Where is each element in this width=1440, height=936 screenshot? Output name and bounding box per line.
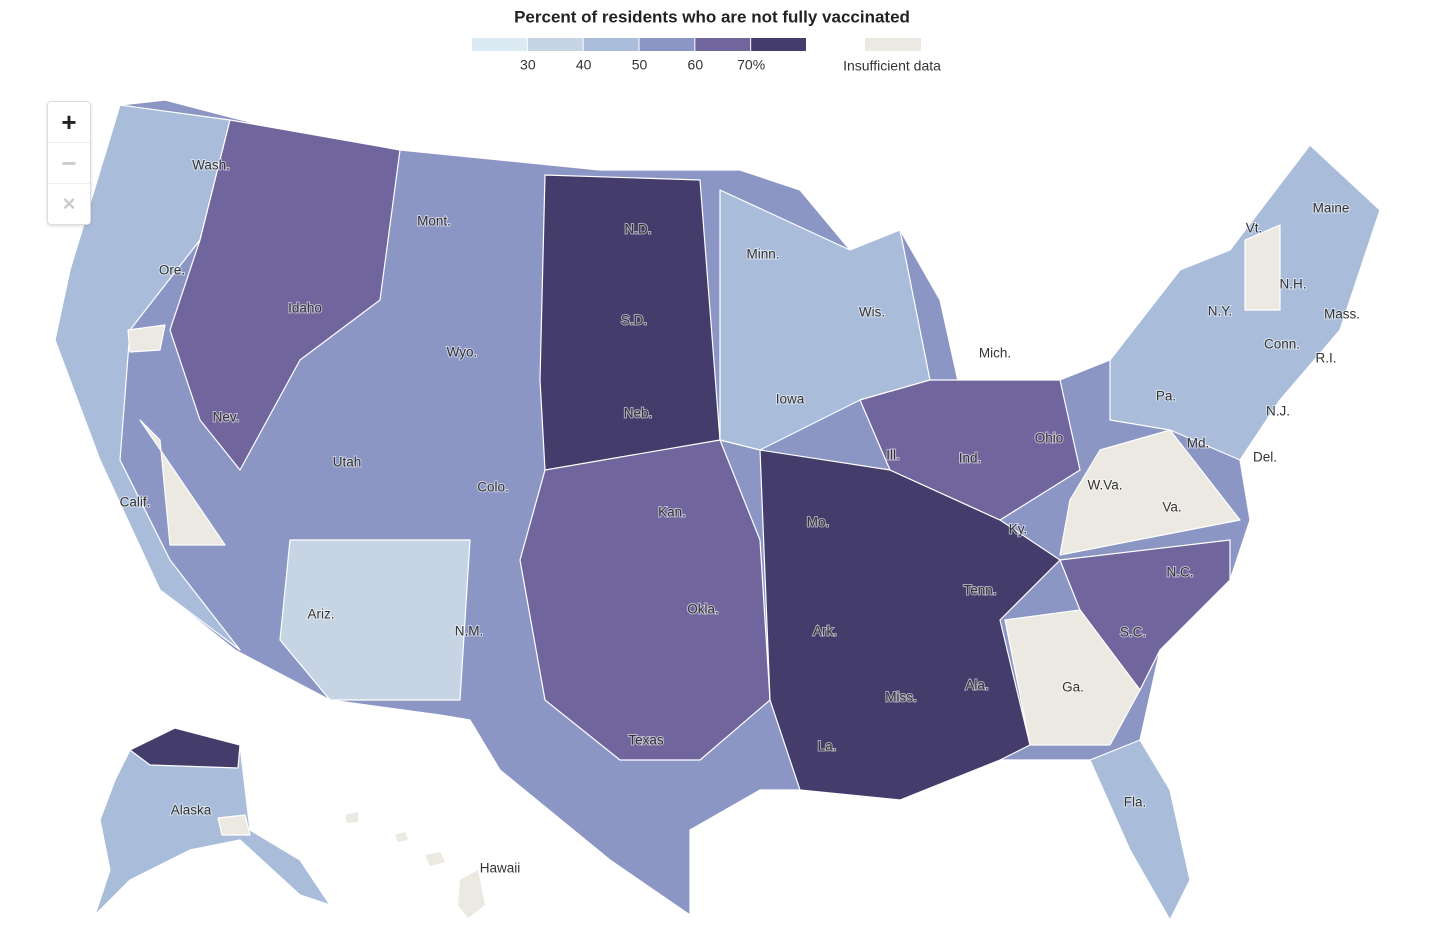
legend-swatch <box>472 38 527 51</box>
legend-swatch <box>527 38 583 51</box>
legend-swatch <box>639 38 695 51</box>
hawaii-island <box>395 832 408 842</box>
state-label: Ore. <box>159 263 185 278</box>
state-label: Minn. <box>746 247 779 262</box>
legend-tick-label: 50 <box>632 57 648 73</box>
state-label: Colo. <box>477 480 509 495</box>
florida <box>1089 739 1191 921</box>
va-wva <box>1059 429 1241 556</box>
state-label: Va. <box>1162 500 1181 515</box>
state-label: N.Y. <box>1208 304 1233 319</box>
state-label: Maine <box>1313 201 1350 216</box>
state-label: Kan. <box>658 505 686 520</box>
state-label: Wyo. <box>447 345 478 360</box>
alaska-north <box>129 727 241 769</box>
legend-tick-label: 70% <box>737 57 765 73</box>
state-label: Pa. <box>1156 389 1176 404</box>
alaska-shape <box>94 727 331 916</box>
central <box>519 439 771 761</box>
mainland <box>54 99 1381 921</box>
alaska <box>94 727 331 916</box>
state-label: W.Va. <box>1087 478 1122 493</box>
legend-tick-label: 40 <box>576 57 592 73</box>
state-label: N.J. <box>1266 404 1290 419</box>
state-label: La. <box>818 739 837 754</box>
hawaii-island <box>425 852 445 866</box>
state-label: N.D. <box>625 222 652 237</box>
state-label: Ga. <box>1062 680 1084 695</box>
legend-tick-label: 30 <box>520 57 536 73</box>
state-label: Alaska <box>171 803 212 818</box>
state-label: N.C. <box>1167 565 1194 580</box>
state-label: Ind. <box>959 451 982 466</box>
state-label: Miss. <box>885 690 917 705</box>
state-label: Wash. <box>192 158 230 173</box>
ohio-valley <box>859 379 1081 521</box>
calif-gap <box>127 324 166 353</box>
state-label: Iowa <box>776 392 805 407</box>
zoom-out-button[interactable]: − <box>48 143 90 184</box>
legend-swatch <box>583 38 639 51</box>
state-label: S.C. <box>1120 625 1146 640</box>
state-label: Wis. <box>859 305 885 320</box>
legend-tick-label: 60 <box>688 57 704 73</box>
legend-title: Percent of residents who are not fully v… <box>514 7 910 26</box>
state-label: Mich. <box>979 346 1011 361</box>
state-label: Nev. <box>213 410 240 425</box>
insufficient-label: Insufficient data <box>843 58 941 74</box>
legend-swatch <box>695 38 751 51</box>
state-label: Vt. <box>1246 221 1263 236</box>
alaska-gap <box>217 814 251 836</box>
state-label: Conn. <box>1264 337 1300 352</box>
legend-swatch <box>751 38 806 51</box>
state-label: Md. <box>1187 436 1210 451</box>
state-label: Tenn. <box>963 583 996 598</box>
state-label: Calif. <box>120 495 151 510</box>
hawaii <box>345 812 485 918</box>
state-label: Ohio <box>1035 431 1064 446</box>
state-label: Ala. <box>965 678 988 693</box>
southwest <box>279 539 471 701</box>
state-label: Idaho <box>288 301 322 316</box>
state-label: Texas <box>628 733 664 748</box>
insufficient-swatch <box>865 38 921 51</box>
state-label: Mo. <box>807 515 830 530</box>
nevada-gap <box>139 419 226 546</box>
state-label: Mass. <box>1324 307 1360 322</box>
legend: 30 40 50 60 70% <box>472 38 806 73</box>
reset-button[interactable]: × <box>62 191 76 216</box>
state-label: Okla. <box>687 602 719 617</box>
state-label: Ariz. <box>308 607 335 622</box>
hawaii-island <box>345 812 358 823</box>
state-label: Hawaii <box>480 861 521 876</box>
state-label: Ill. <box>886 448 900 463</box>
state-label: R.I. <box>1315 351 1336 366</box>
georgia <box>1004 609 1141 746</box>
state-label: Neb. <box>624 406 653 421</box>
mountain-west <box>169 119 401 471</box>
zoom-in-button[interactable]: + <box>48 102 90 143</box>
state-label: N.M. <box>455 624 484 639</box>
state-label: Ky. <box>1009 522 1028 537</box>
state-label: Utah <box>333 455 362 470</box>
state-label: Ark. <box>813 624 837 639</box>
state-label: S.D. <box>621 313 647 328</box>
hawaii-island <box>458 870 485 918</box>
state-label: Del. <box>1253 450 1277 465</box>
zoom-controls: + − × <box>47 101 91 225</box>
vermont <box>1244 224 1281 311</box>
state-label: Mont. <box>417 214 451 229</box>
state-label: Fla. <box>1124 795 1147 810</box>
state-label: N.H. <box>1280 277 1307 292</box>
state-labels: Wash. Ore. Calif. Nev. Idaho Mont. Wyo. … <box>119 157 1361 877</box>
